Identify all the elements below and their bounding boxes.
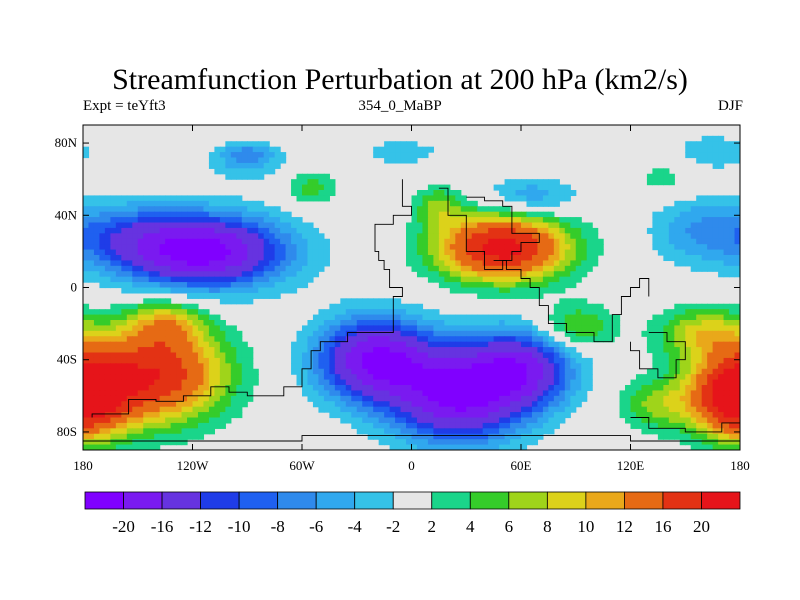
colorbar-swatch — [161, 491, 201, 510]
colorbar-swatch — [277, 491, 317, 510]
colorbar-label: 2 — [428, 517, 437, 536]
colorbar-swatch — [701, 491, 741, 510]
colorbar-swatch — [469, 491, 510, 510]
colorbar-label: -20 — [112, 517, 135, 536]
colorbar-label: -6 — [309, 517, 323, 536]
coastline-2 — [630, 332, 686, 379]
latitude-axis: 80N 40N 0 40S 80S — [55, 135, 740, 439]
coastline-1 — [438, 187, 650, 343]
colorbar-swatch — [84, 491, 124, 510]
colorbar-label: 4 — [466, 517, 475, 536]
colorbar-swatch — [315, 491, 356, 510]
colorbar-label: -8 — [271, 517, 285, 536]
colorbar-label: 8 — [543, 517, 552, 536]
lon-tick-label: 180 — [730, 458, 750, 473]
longitude-axis: 180 120W 60W 0 60E 120E 180 — [73, 125, 750, 473]
coastline-4 — [630, 417, 740, 433]
lat-tick-label: 0 — [71, 280, 78, 295]
lat-tick-label: 40N — [55, 207, 78, 222]
lat-tick-label: 80S — [57, 424, 77, 439]
colorbar-swatch — [624, 491, 664, 510]
contour-fill — [83, 135, 740, 450]
lon-tick-label: 180 — [73, 458, 93, 473]
colorbar-swatch — [238, 491, 279, 510]
colorbar-swatch — [585, 491, 625, 510]
colorbar-label: 12 — [616, 517, 633, 536]
coastlines — [83, 179, 740, 442]
season-label: DJF — [717, 98, 743, 114]
lon-tick-label: 60E — [511, 458, 532, 473]
colorbar-label: -12 — [189, 517, 212, 536]
colorbar-swatch — [431, 491, 471, 510]
colorbar-swatch — [662, 491, 702, 510]
colorbar-swatch — [546, 491, 587, 510]
lat-tick-label: 80N — [55, 135, 78, 150]
lon-tick-label: 60W — [289, 458, 315, 473]
plot-title: Streamfunction Perturbation at 200 hPa (… — [112, 63, 688, 96]
colorbar-swatch — [392, 491, 433, 510]
colorbar-label: -2 — [386, 517, 400, 536]
lat-tick-label: 40S — [57, 352, 77, 367]
colorbar-label: -16 — [151, 517, 174, 536]
colorbar-label: 20 — [693, 517, 710, 536]
colorbar-swatch — [200, 491, 240, 510]
lon-tick-label: 120W — [177, 458, 210, 473]
coastline-5 — [466, 196, 540, 261]
colorbar-label: -4 — [348, 517, 363, 536]
lon-tick-label: 120E — [617, 458, 645, 473]
colorbar-swatch — [508, 491, 548, 510]
colorbar-label: 6 — [505, 517, 514, 536]
colorbar-label: 16 — [654, 517, 671, 536]
coastline-3 — [83, 435, 740, 442]
case-label: 354_0_MaBP — [358, 98, 442, 114]
colorbar-swatch — [354, 491, 394, 510]
colorbar: -20 -16 -12 -10 -8 -6 -4 -2 2 4 6 8 10 12 16 20 — [84, 491, 741, 536]
experiment-label: Expt = teYft3 — [83, 98, 166, 114]
lon-tick-label: 0 — [408, 458, 415, 473]
colorbar-label: -10 — [228, 517, 251, 536]
colorbar-swatch — [123, 491, 163, 510]
colorbar-label: 10 — [577, 517, 594, 536]
coastline-0 — [91, 179, 412, 418]
